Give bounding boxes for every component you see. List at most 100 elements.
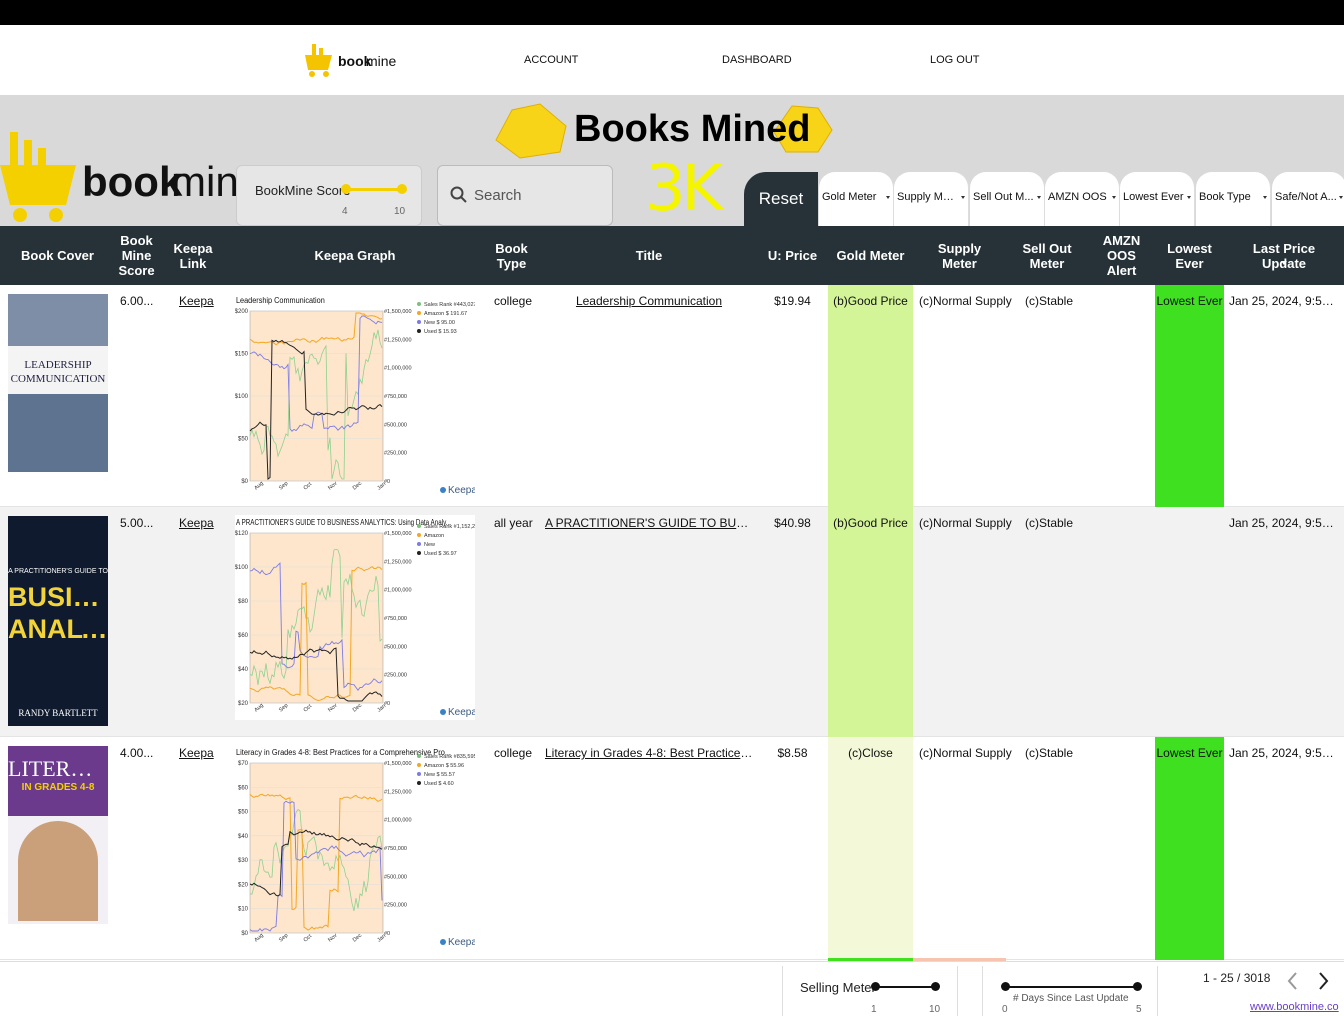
keepa-link[interactable]: Keepa [179,746,214,760]
column-header[interactable]: Gold Meter [836,248,905,263]
keepa-graph: A PRACTITIONER'S GUIDE TO BUSINESS ANALY… [235,515,475,720]
score-label: BookMine Score [255,183,351,198]
filter-dropdown[interactable]: Lowest Ever [1120,172,1195,226]
table-row [0,285,1344,507]
lowest-ever: Lowest Ever [1156,746,1223,760]
legend-dot [417,754,421,758]
graph-rank-label: #1,500,000 [384,309,412,315]
column-header[interactable]: Book Type [495,240,528,271]
graph-legend: Used $ 36.97 [424,551,457,557]
column-header[interactable]: Last Price Update [1252,240,1316,271]
mined-count: 3K [645,152,724,226]
bookmine-score: 5.00... [120,516,154,530]
graph-legend: Used $ 4.60 [424,781,454,787]
cover-text: BUSINESS [8,582,108,612]
graph-month: Nov [327,932,339,943]
graph-month: Oct [303,933,314,943]
reset-button[interactable]: Reset [744,172,818,226]
filter-dropdown[interactable]: Safe/Not A... [1272,172,1344,226]
keepa-link[interactable]: Keepa [179,294,214,308]
graph-line [249,562,383,691]
selling-max: 10 [929,1004,941,1015]
book-title[interactable]: Leadership Communication [575,294,723,308]
graph-rank-label: #250,000 [384,451,407,457]
book-title[interactable]: A PRACTITIONER'S GUIDE TO BUSINESS... [545,516,753,530]
slider-knob [931,982,940,991]
graph-month: Jan [376,703,387,713]
brand-bold: book [82,158,183,205]
graph-month: Sep [278,703,289,714]
nav-link[interactable]: ACCOUNT [524,54,579,66]
graph-rank-label: #750,000 [384,846,407,852]
keepa-logo [440,487,446,493]
sell-out-meter: (c)Stable [1025,294,1074,308]
plot-area [249,532,384,704]
slider-track [875,986,935,988]
graph-month: Aug [253,933,264,944]
row-accent [913,958,1006,961]
cover-text: IN GRADES 4-8 [21,782,95,793]
site-link[interactable]: www.bookmine.co [1250,1001,1339,1013]
graph-legend: New $ 95.00 [424,320,455,326]
column-header[interactable]: Lowest Ever [1167,240,1212,271]
book-title[interactable]: Literacy in Grades 4-8: Best Practices f… [545,746,753,760]
keepa-logo [440,709,446,715]
used-price: $40.98 [774,516,811,530]
book-type: college [494,294,533,308]
graph-rank-label: #500,000 [384,874,407,880]
keepa-logo [440,939,446,945]
column-header[interactable]: U: Price [767,248,818,263]
bookmine-score: 4.00... [120,746,154,760]
filter-dropdown[interactable]: Book Type [1196,172,1271,226]
graph-legend: New $ 55.57 [424,772,455,778]
graph-y-label: $30 [238,858,249,864]
column-header[interactable]: Sell Out Meter [1022,240,1072,271]
graph-rank-label: #1,250,000 [384,337,412,343]
nav-link[interactable]: DASHBOARD [722,54,792,66]
dropdown-arrow [1339,196,1343,199]
pager-arrows[interactable] [1284,970,1334,992]
gold-meter: (b)Good Price [833,294,908,308]
graph-y-label: $40 [238,834,249,840]
graph-rank-label: #1,000,000 [384,588,412,594]
column-header[interactable]: Book Mine Score [118,233,155,278]
graph-rank-label: #750,000 [384,616,407,622]
filter-dropdown[interactable]: AMZN OOS [1045,172,1120,226]
cover-text: A PRACTITIONER'S GUIDE TO [8,568,108,575]
days-label: # Days Since Last Update [1013,993,1129,1004]
graph-y-label: $50 [238,437,249,443]
table-row [0,507,1344,737]
column-header[interactable]: Keepa Graph [314,248,396,263]
column-header[interactable]: Title [635,248,663,263]
filter-dropdown[interactable]: Gold Meter [819,172,894,226]
graph-y-label: $80 [238,599,249,605]
graph-title: A PRACTITIONER'S GUIDE TO BUSINESS ANALY… [236,518,451,527]
days-min: 0 [1002,1004,1008,1015]
column-header[interactable]: AMZN OOS Alert [1102,233,1141,278]
gold-meter: (c)Close [848,746,893,760]
keepa-link[interactable]: Keepa [179,516,214,530]
graph-month: Dec [352,702,364,713]
filter-dropdown[interactable]: Supply Meter [894,172,969,226]
graph-line [249,800,383,932]
filter-dropdown[interactable]: Sell Out M... [970,172,1045,226]
search-box[interactable]: Search [437,165,613,226]
graph-legend: Amazon $ 191.67 [424,311,467,317]
graph-rank-label: #1,250,000 [384,559,412,565]
dropdown-arrow [1263,196,1267,199]
column-header[interactable]: Supply Meter [937,240,982,271]
column-header[interactable]: Book Cover [21,248,94,263]
nav-link[interactable]: LOG OUT [930,54,980,66]
cover-text: LEADERSHIP [24,359,92,371]
keepa-graph: Literacy in Grades 4-8: Best Practices f… [235,745,475,950]
banner-title: Books Mined [574,108,811,150]
slider-knob [341,184,351,194]
legend-dot [417,763,421,767]
column-header[interactable]: Keepa Link [173,240,213,271]
graph-rank-label: #1,500,000 [384,761,412,767]
slider-track [347,188,402,191]
graph-y-label: $20 [238,882,249,888]
graph-month: Oct [303,481,314,491]
selling-filter: Selling Meter 1 10 [782,966,958,1016]
legend-dot [417,533,421,537]
